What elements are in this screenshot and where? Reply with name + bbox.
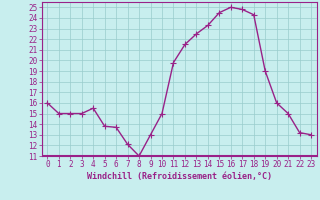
X-axis label: Windchill (Refroidissement éolien,°C): Windchill (Refroidissement éolien,°C) bbox=[87, 172, 272, 181]
